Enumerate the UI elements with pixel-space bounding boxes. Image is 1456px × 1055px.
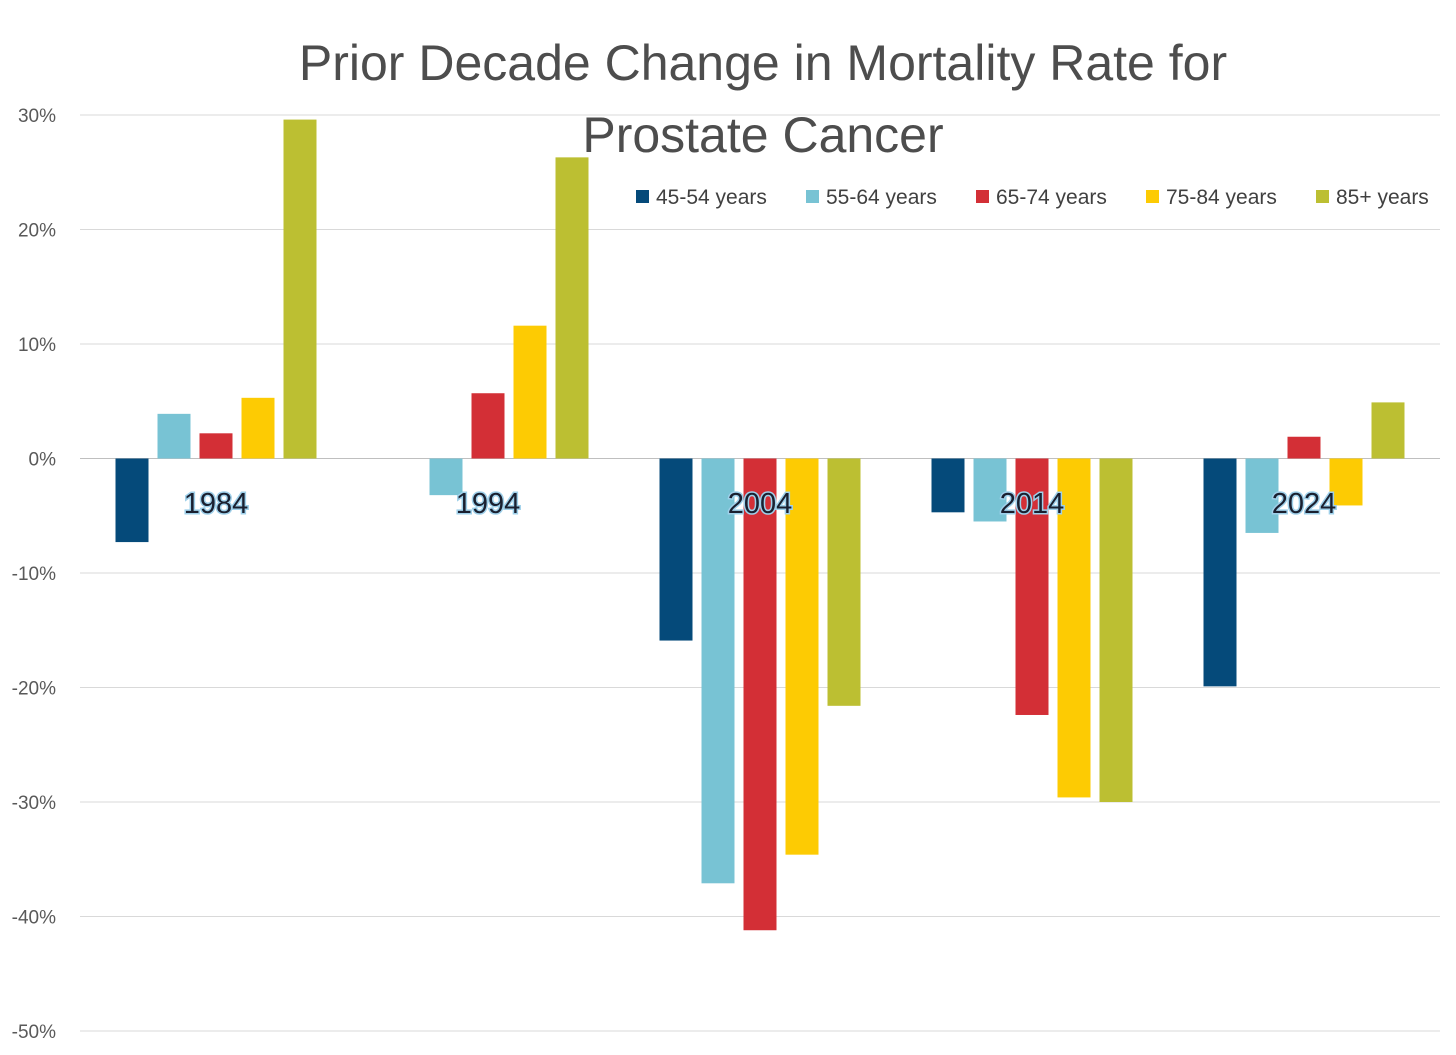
chart-title-line-1: Prior Decade Change in Mortality Rate fo… (299, 35, 1227, 91)
legend-label: 85+ years (1336, 186, 1429, 209)
bar-2024-45-54-years (1203, 458, 1237, 687)
bar-1994-75-84-years (513, 325, 547, 459)
category-label: 2014 (1000, 488, 1065, 520)
category-label: 1994 (456, 488, 521, 520)
legend-item: 75-84 years (1146, 186, 1277, 209)
category-label: 1984 (184, 488, 249, 520)
y-tick-label: 30% (18, 106, 56, 127)
bar-2014-65-74-years (1015, 458, 1049, 715)
y-tick-label: 0% (29, 450, 57, 471)
y-tick-label: 20% (18, 221, 56, 242)
legend-swatch (806, 190, 819, 203)
bar-1994-85-years (555, 157, 589, 459)
legend-label: 65-74 years (996, 186, 1107, 209)
bar-1994-55-64-years (429, 458, 463, 496)
legend-item: 65-74 years (976, 186, 1107, 209)
bar-2024-55-64-years (1245, 458, 1279, 533)
y-tick-label: 10% (18, 335, 56, 356)
bar-2004-65-74-years (743, 458, 777, 931)
y-tick-label: -50% (12, 1022, 56, 1043)
bars (115, 119, 1405, 931)
bar-2024-65-74-years (1287, 436, 1321, 459)
bar-2004-55-64-years (701, 458, 735, 884)
bar-2004-45-54-years (659, 458, 693, 641)
bar-1994-65-74-years (471, 393, 505, 459)
bar-2014-55-64-years (973, 458, 1007, 522)
legend-item: 85+ years (1316, 186, 1429, 209)
bar-2004-85-years (827, 458, 861, 706)
bar-1984-65-74-years (199, 433, 233, 459)
legend-swatch (636, 190, 649, 203)
legend-label: 75-84 years (1166, 186, 1277, 209)
category-label: 2024 (1272, 488, 1337, 520)
legend: 45-54 years 55-64 years 65-74 years 75-84 y… (636, 186, 1429, 209)
bar-2014-85-years (1099, 458, 1133, 802)
legend-swatch (976, 190, 989, 203)
bar-1984-75-84-years (241, 397, 275, 459)
y-tick-label: -20% (12, 679, 56, 700)
bar-1984-45-54-years (115, 458, 149, 543)
legend-swatch (1316, 190, 1329, 203)
chart-title-line-2: Prostate Cancer (582, 107, 943, 163)
bar-1984-55-64-years (157, 413, 191, 459)
legend-label: 55-64 years (826, 186, 937, 209)
bar-1984-85-years (283, 119, 317, 459)
y-axis-ticks: 30% 20% 10% 0% -10% -20% -30% -40% -50% (12, 106, 56, 1043)
bar-2014-75-84-years (1057, 458, 1091, 798)
bar-2024-75-84-years (1329, 458, 1363, 506)
legend-item: 55-64 years (806, 186, 937, 209)
category-label: 2004 (728, 488, 793, 520)
bar-2024-85-years (1371, 402, 1405, 459)
y-tick-label: -10% (12, 564, 56, 585)
bar-2014-45-54-years (931, 458, 965, 513)
legend-item: 45-54 years (636, 186, 767, 209)
y-tick-label: -40% (12, 908, 56, 929)
legend-swatch (1146, 190, 1159, 203)
category-labels: 1984 1994 2004 2014 2024 (182, 487, 1338, 522)
legend-label: 45-54 years (656, 186, 767, 209)
bar-2004-75-84-years (785, 458, 819, 855)
y-tick-label: -30% (12, 793, 56, 814)
